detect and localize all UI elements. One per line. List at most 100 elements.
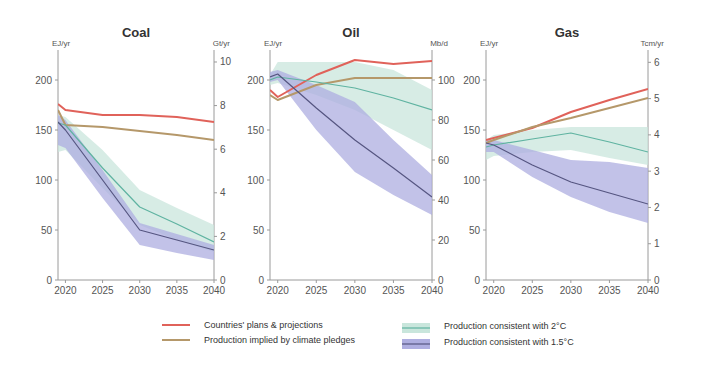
title: Gas — [555, 25, 580, 40]
series-line — [486, 89, 648, 140]
x-tick-label: 2020 — [267, 285, 290, 296]
y2-tick-label: 100 — [438, 75, 455, 86]
x-axis-line — [270, 280, 432, 281]
series-line — [486, 143, 648, 204]
range-band — [486, 140, 648, 223]
y2-tick — [214, 236, 217, 237]
x-tick — [648, 280, 649, 283]
y2-tick-label: 60 — [438, 155, 450, 166]
x-tick-label: 2040 — [203, 285, 226, 296]
y-tick — [55, 180, 58, 181]
x-axis-line — [486, 280, 648, 281]
y-tick — [267, 80, 270, 81]
legend: Countries' plans & projectionsProduction… — [162, 320, 574, 349]
y-tick-label: 100 — [35, 175, 52, 186]
series-line — [486, 133, 648, 152]
plot-area — [58, 104, 214, 260]
x-tick — [354, 280, 355, 283]
y2-tick-label: 6 — [220, 144, 226, 155]
panel: CoalEJ/yrGt/yr05010015020002468102020202… — [35, 25, 231, 296]
title: Oil — [342, 25, 359, 40]
y-axis-line — [486, 50, 487, 280]
y2-tick-label: 2 — [654, 202, 660, 213]
y2-tick-label: 8 — [220, 100, 226, 111]
y2-tick-label: 3 — [654, 166, 660, 177]
y-tick — [483, 80, 486, 81]
y-axis-label: EJ/yr — [264, 39, 283, 48]
x-tick — [609, 280, 610, 283]
y-tick — [55, 230, 58, 231]
plot-area — [270, 60, 432, 215]
y-tick-label: 0 — [46, 275, 52, 286]
x-tick — [65, 280, 66, 283]
x-tick — [393, 280, 394, 283]
y-tick-label: 50 — [41, 225, 53, 236]
x-tick — [214, 280, 215, 283]
y-tick — [483, 180, 486, 181]
y2-tick — [648, 171, 651, 172]
y2-tick-label: 4 — [220, 187, 226, 198]
y2-tick-label: 80 — [438, 115, 450, 126]
legend-swatch-line — [402, 343, 430, 344]
y-tick — [267, 230, 270, 231]
y-tick-label: 200 — [247, 75, 264, 86]
y-axis-line — [58, 50, 59, 280]
x-tick-label: 2020 — [54, 285, 77, 296]
legend-label: Production consistent with 1.5°C — [444, 337, 574, 347]
panel: OilEJ/yrMb/d0501001502000204060801002020… — [247, 25, 455, 296]
legend-swatch — [402, 339, 430, 349]
y2-tick — [432, 160, 435, 161]
y2-tick — [214, 149, 217, 150]
x-tick — [176, 280, 177, 283]
x-tick — [493, 280, 494, 283]
y2-tick-label: 20 — [438, 235, 450, 246]
y-tick-label: 100 — [247, 175, 264, 186]
y-tick-label: 150 — [463, 125, 480, 136]
y2-axis-line — [432, 50, 433, 280]
y-tick-label: 200 — [463, 75, 480, 86]
y2-tick-label: 10 — [220, 56, 232, 67]
y2-tick — [214, 105, 217, 106]
x-tick-label: 2040 — [421, 285, 444, 296]
y2-axis-label: Tcm/yr — [640, 39, 664, 48]
y-tick — [55, 280, 58, 281]
chart-root: CoalEJ/yrGt/yr05010015020002468102020202… — [0, 0, 714, 370]
x-tick-label: 2030 — [560, 285, 583, 296]
x-tick-label: 2035 — [166, 285, 189, 296]
x-tick — [432, 280, 433, 283]
legend-label: Production implied by climate pledges — [204, 335, 356, 345]
y2-tick — [648, 243, 651, 244]
y-tick-label: 150 — [35, 125, 52, 136]
y2-tick-label: 0 — [654, 275, 660, 286]
x-tick-label: 2020 — [483, 285, 506, 296]
x-tick-label: 2025 — [91, 285, 114, 296]
legend-swatch — [402, 323, 430, 333]
legend-swatch — [162, 324, 190, 326]
y-tick — [483, 280, 486, 281]
y-tick — [483, 230, 486, 231]
y2-tick-label: 0 — [438, 275, 444, 286]
y-tick — [267, 180, 270, 181]
x-tick-label: 2025 — [521, 285, 544, 296]
series-line — [270, 77, 432, 110]
x-tick — [102, 280, 103, 283]
y2-tick — [648, 62, 651, 63]
y2-tick-label: 0 — [220, 275, 226, 286]
series-line — [486, 98, 648, 143]
range-band — [270, 70, 432, 215]
legend-label: Production consistent with 2°C — [444, 321, 567, 331]
y2-tick-label: 6 — [654, 57, 660, 68]
x-tick — [277, 280, 278, 283]
y-tick — [483, 130, 486, 131]
x-tick-label: 2035 — [382, 285, 405, 296]
y-tick-label: 50 — [253, 225, 265, 236]
y-tick-label: 200 — [35, 75, 52, 86]
y-tick-label: 50 — [469, 225, 481, 236]
plot-area — [486, 89, 648, 223]
y2-tick — [214, 61, 217, 62]
y2-tick-label: 1 — [654, 238, 660, 249]
x-tick — [532, 280, 533, 283]
y-tick-label: 150 — [247, 125, 264, 136]
x-tick-label: 2030 — [344, 285, 367, 296]
y2-tick — [432, 80, 435, 81]
